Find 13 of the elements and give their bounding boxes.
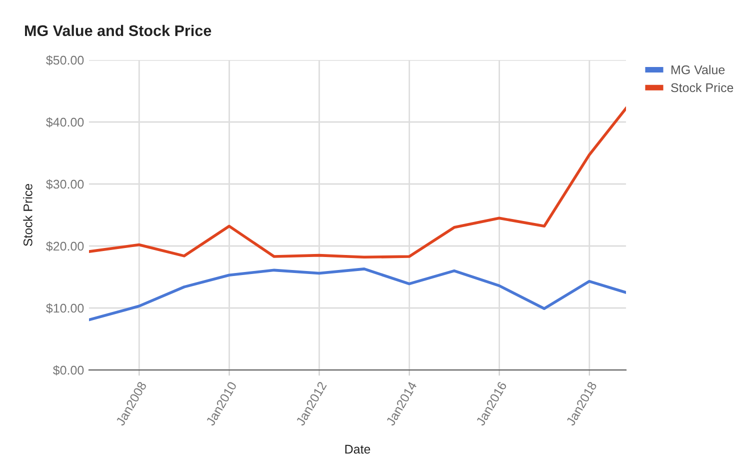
y-tick-label: $40.00 — [46, 117, 84, 128]
y-tick-label: $0.00 — [52, 365, 84, 376]
y-tick-label: $20.00 — [46, 241, 84, 252]
y-axis-title: Stock Price — [23, 184, 32, 246]
chart-title: MG Value and Stock Price — [25, 24, 212, 36]
legend-label: MG Value — [672, 65, 725, 74]
line-series — [89, 106, 626, 259]
y-tick-label: $10.00 — [46, 303, 84, 314]
x-axis-title: Date — [345, 444, 370, 454]
legend-label: Stock Price — [671, 82, 734, 92]
y-tick-label: $30.00 — [46, 179, 84, 190]
line-series — [89, 268, 626, 322]
y-tick-label: $50.00 — [46, 55, 84, 66]
